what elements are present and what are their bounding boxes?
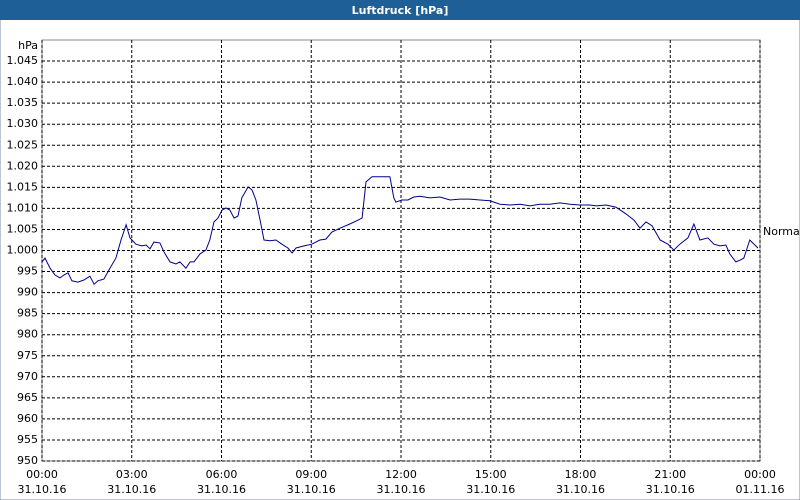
y-axis-label: hPa	[18, 39, 38, 52]
y-tick-label: 975	[17, 349, 38, 362]
y-tick-label: 955	[17, 433, 38, 446]
y-tick-label: 1.010	[7, 201, 39, 214]
y-tick-label: 985	[17, 307, 38, 320]
x-tick-date: 31.10.16	[197, 483, 246, 496]
x-tick-date: 31.10.16	[107, 483, 156, 496]
y-tick-label: 960	[17, 412, 38, 425]
y-tick-label: 1.020	[7, 159, 39, 172]
x-tick-date: 31.10.16	[556, 483, 605, 496]
y-tick-label: 1.030	[7, 117, 39, 130]
y-tick-label: 1.040	[7, 75, 39, 88]
y-tick-label: 1.045	[7, 54, 39, 67]
x-tick-date: 31.10.16	[646, 483, 695, 496]
x-tick-label: 00:00	[744, 468, 776, 481]
y-tick-label: 1.015	[7, 180, 39, 193]
y-tick-label: 980	[17, 328, 38, 341]
x-tick-label: 06:00	[206, 468, 238, 481]
y-tick-label: 1.005	[7, 222, 39, 235]
y-tick-label: 1.000	[7, 244, 39, 257]
y-tick-label: 990	[17, 286, 38, 299]
x-tick-date: 31.10.16	[377, 483, 426, 496]
y-tick-label: 950	[17, 454, 38, 467]
y-tick-label: 965	[17, 391, 38, 404]
title-bar	[0, 0, 800, 20]
x-tick-date: 01.11.16	[736, 483, 785, 496]
x-tick-date: 31.10.16	[18, 483, 67, 496]
series-label: Normal	[763, 225, 800, 238]
chart-title: Luftdruck [hPa]	[352, 4, 449, 17]
y-tick-label: 1.025	[7, 138, 39, 151]
x-tick-label: 03:00	[116, 468, 148, 481]
y-tick-label: 995	[17, 265, 38, 278]
x-tick-label: 15:00	[475, 468, 507, 481]
y-tick-label: 1.035	[7, 96, 39, 109]
x-tick-label: 18:00	[565, 468, 597, 481]
x-tick-label: 21:00	[654, 468, 686, 481]
x-tick-label: 12:00	[385, 468, 417, 481]
y-tick-label: 970	[17, 370, 38, 383]
x-tick-label: 09:00	[295, 468, 327, 481]
x-tick-date: 31.10.16	[466, 483, 515, 496]
x-tick-date: 31.10.16	[287, 483, 336, 496]
data-line	[41, 176, 759, 286]
x-tick-label: 00:00	[26, 468, 58, 481]
